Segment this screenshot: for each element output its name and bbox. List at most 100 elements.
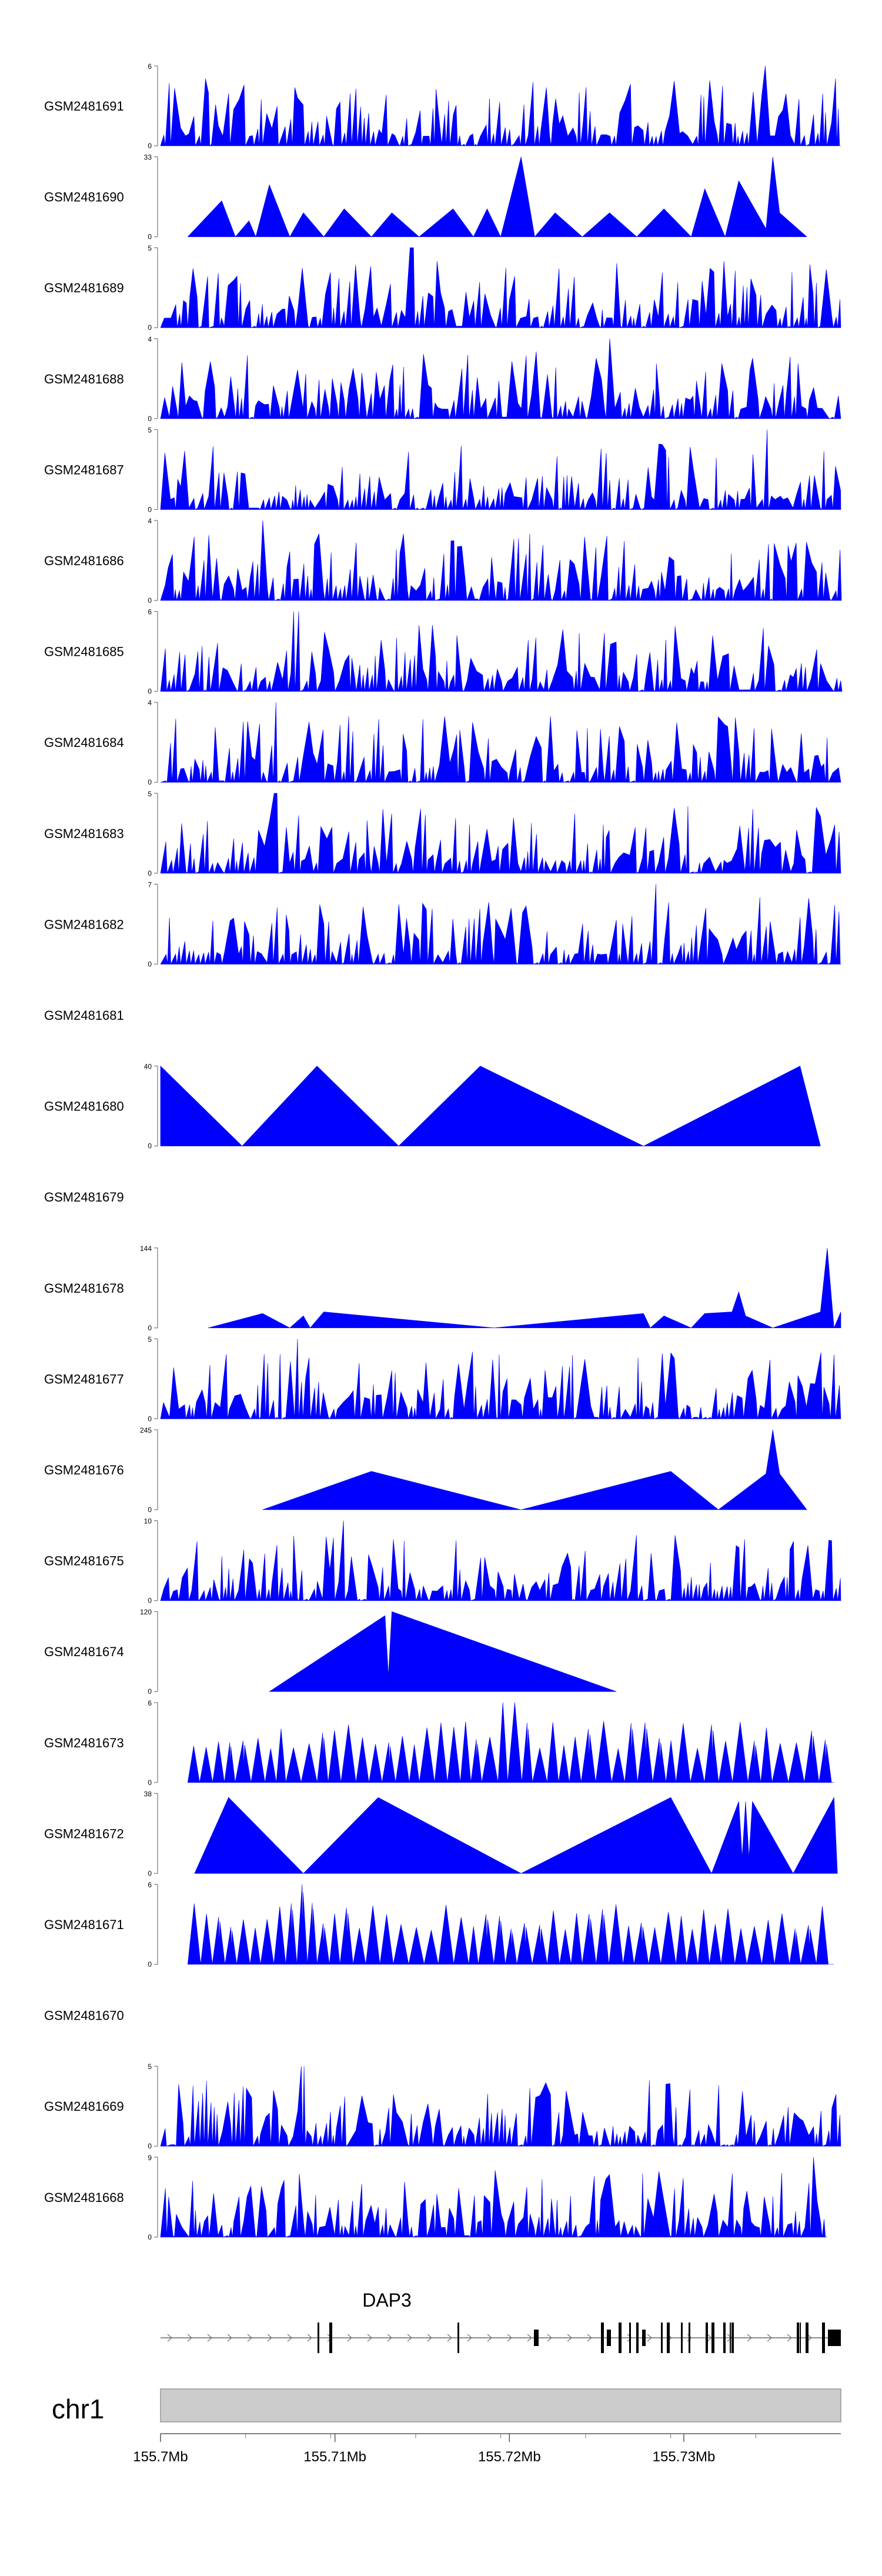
strand-arrow xyxy=(447,2334,452,2342)
strand-arrow xyxy=(347,2334,352,2342)
strand-arrow xyxy=(407,2334,412,2342)
track-GSM2481677: GSM2481677 5 0 xyxy=(44,1335,841,1423)
coverage-area xyxy=(160,520,842,601)
exon-block xyxy=(603,2323,604,2353)
y-axis-min-label: 0 xyxy=(148,1960,152,1968)
y-axis-max-label: 4 xyxy=(148,699,152,707)
coverage-area xyxy=(160,702,841,783)
strand-arrow xyxy=(747,2334,752,2342)
strand-arrow xyxy=(187,2334,192,2342)
track-GSM2481672: GSM2481672 38 0 xyxy=(44,1790,838,1877)
exon-block xyxy=(636,2323,639,2353)
track-label: GSM2481674 xyxy=(44,1644,124,1659)
y-axis-max-label: 6 xyxy=(148,608,152,616)
strand-arrow xyxy=(167,2334,172,2342)
coverage-area xyxy=(160,793,841,874)
track-GSM2481674: GSM2481674 120 0 xyxy=(44,1608,617,1696)
coverage-area xyxy=(187,1702,834,1783)
coverage-area xyxy=(194,1797,838,1874)
strand-arrow xyxy=(487,2334,492,2342)
coverage-area xyxy=(187,1884,834,1965)
track-label: GSM2481678 xyxy=(44,1281,124,1296)
track-label: GSM2481675 xyxy=(44,1554,124,1569)
exon-block xyxy=(730,2323,731,2353)
exon-block xyxy=(806,2323,808,2353)
y-axis-max-label: 7 xyxy=(148,880,152,889)
y-axis-max-label: 144 xyxy=(140,1244,152,1253)
track-GSM2481669: GSM2481669 5 0 xyxy=(44,2063,841,2150)
track-GSM2481681: GSM2481681 xyxy=(44,1008,124,1023)
strand-arrow xyxy=(387,2334,392,2342)
y-axis-min-label: 0 xyxy=(148,1869,152,1877)
track-label: GSM2481687 xyxy=(44,462,124,477)
exon-block xyxy=(723,2323,726,2353)
y-axis-min-label: 0 xyxy=(148,415,152,423)
gene-model-track: DAP3 xyxy=(161,2290,841,2353)
track-GSM2481685: GSM2481685 6 0 xyxy=(44,608,843,696)
exon-block xyxy=(800,2323,801,2353)
coverage-area xyxy=(269,1611,617,1692)
axis-tick-label: 155.72Mb xyxy=(478,2449,541,2465)
exon-block xyxy=(642,2330,646,2346)
exon-block xyxy=(681,2323,683,2353)
chromosome-axis-track: chr1 155.7Mb 155.71Mb 155.72Mb 155.73Mb xyxy=(52,2388,841,2465)
y-axis-min-label: 0 xyxy=(148,1687,152,1696)
track-label: GSM2481679 xyxy=(44,1190,124,1204)
track-GSM2481671: GSM2481671 6 0 xyxy=(44,1881,834,1968)
exon-block xyxy=(706,2323,708,2353)
strand-arrow xyxy=(427,2334,432,2342)
strand-arrow xyxy=(787,2334,792,2342)
y-axis-max-label: 6 xyxy=(148,62,152,71)
strand-arrow xyxy=(767,2334,772,2342)
coverage-area xyxy=(160,247,841,328)
gene-structure xyxy=(161,2323,841,2353)
y-axis-max-label: 120 xyxy=(140,1608,152,1616)
strand-arrow xyxy=(267,2334,272,2342)
y-axis-min-label: 0 xyxy=(148,233,152,241)
track-label: GSM2481683 xyxy=(44,826,124,841)
strand-arrow xyxy=(307,2334,312,2342)
y-axis-max-label: 38 xyxy=(144,1790,152,1798)
track-label: GSM2481673 xyxy=(44,1736,124,1750)
y-axis-max-label: 6 xyxy=(148,1881,152,1889)
coverage-area xyxy=(160,1520,841,1601)
exon-block xyxy=(797,2323,799,2353)
y-axis-min-label: 0 xyxy=(148,1414,152,1423)
track-GSM2481670: GSM2481670 xyxy=(44,2008,124,2023)
y-axis-min-label: 0 xyxy=(148,2233,152,2241)
exon-block xyxy=(318,2323,319,2353)
coverage-area xyxy=(262,1429,807,1510)
chromosome-band xyxy=(160,2388,841,2422)
exon-block xyxy=(330,2323,332,2353)
y-axis-min-label: 0 xyxy=(148,1778,152,1787)
exon-block xyxy=(822,2323,825,2353)
exon-block xyxy=(711,2323,714,2353)
strand-arrow xyxy=(467,2334,472,2342)
coverage-area xyxy=(160,429,841,510)
strand-arrow xyxy=(527,2334,532,2342)
track-GSM2481679: GSM2481679 xyxy=(44,1190,124,1204)
y-axis-min-label: 0 xyxy=(148,1142,152,1150)
coverage-area xyxy=(187,156,807,238)
coverage-area xyxy=(208,1247,841,1329)
coverage-area xyxy=(160,2157,827,2238)
track-label: GSM2481685 xyxy=(44,645,124,659)
y-axis-max-label: 5 xyxy=(148,244,152,252)
y-axis-min-label: 0 xyxy=(148,142,152,150)
exon-block xyxy=(731,2323,734,2353)
exon-block xyxy=(689,2323,690,2353)
y-axis-min-label: 0 xyxy=(148,1597,152,1605)
coverage-area xyxy=(160,1065,821,1147)
y-axis-max-label: 5 xyxy=(148,1335,152,1343)
y-axis-max-label: 5 xyxy=(148,426,152,434)
track-label: GSM2481676 xyxy=(44,1463,124,1477)
exon-block xyxy=(607,2330,611,2346)
track-label: GSM2481690 xyxy=(44,190,124,205)
axis-ticks: 155.7Mb 155.71Mb 155.72Mb 155.73Mb xyxy=(133,2434,756,2465)
strand-arrow xyxy=(647,2334,652,2342)
exon-block xyxy=(667,2323,670,2353)
track-label: GSM2481686 xyxy=(44,553,124,568)
y-axis-min-label: 0 xyxy=(148,1506,152,1514)
track-GSM2481683: GSM2481683 5 0 xyxy=(44,790,841,877)
track-GSM2481687: GSM2481687 5 0 xyxy=(44,426,841,513)
